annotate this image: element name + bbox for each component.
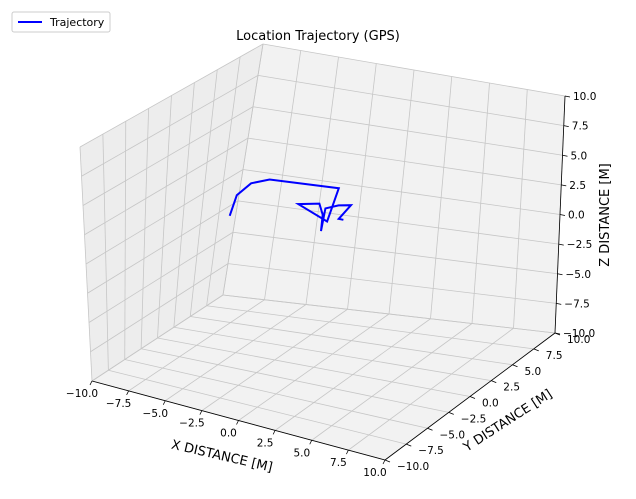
z-grid-line-left [88,231,234,323]
x-tick-mark [162,400,166,405]
y-tick-label: 0.0 [482,398,499,410]
z-grid-line-left [85,169,244,265]
z-grid-line-left [90,263,229,353]
z-grid-line-back [252,106,563,156]
y-tick-label: −5.0 [440,429,466,441]
z-grid-line-back [247,137,562,186]
z-tick-label: −7.5 [564,298,590,310]
y-tick-label: 5.0 [525,366,542,378]
legend-frame [11,11,111,33]
z-tick-label: 10.0 [573,91,596,103]
axis-lines [89,95,571,465]
y-tick-mark [384,459,391,463]
z-tick-label: −2.5 [567,239,593,251]
y-tick-mark [512,364,518,368]
x-tick-mark [309,440,313,445]
z-tick-label: −10.0 [563,328,595,340]
y-tick-mark [533,348,539,352]
z-tick-mark [563,125,569,128]
chart-title: Location Trajectory (GPS) [236,29,400,44]
z-tick-label: −5.0 [566,269,592,281]
z-tick-label: 5.0 [571,150,588,162]
z-grid-line-back [262,43,566,97]
y-tick-label: −7.5 [418,445,444,457]
z-grid-line-back [242,169,561,215]
x-tick-mark [126,390,129,396]
z-grid-line-left [79,43,264,148]
x-tick-mark [382,459,386,465]
z-grid-line-left [84,137,249,236]
z-tick-mark [559,214,566,216]
y-grid-line-floor [108,369,407,445]
z-grid-line-left [87,200,239,294]
z-tick-mark [561,184,567,187]
z-tick-mark [558,243,564,246]
z-axis-label: Z DISTANCE [M] [598,163,613,266]
x-tick-mark [346,449,349,455]
z-tick-mark [557,273,563,276]
x-tick-label: 7.5 [330,457,347,469]
z-grid-line-back [257,74,564,127]
x-tick-mark [272,430,276,435]
z-tick-label: 2.5 [569,180,586,192]
trajectory-line [228,178,354,232]
z-grid-line-left [91,294,224,382]
y-tick-label: 10.0 [567,334,590,346]
x-tick-label: −5.0 [143,408,169,420]
z-grid-line-left [82,106,254,206]
y-tick-mark [406,443,412,447]
y-tick-mark [427,427,433,431]
x-tick-label: −10.0 [66,388,98,400]
z-tick-mark [556,302,562,305]
x-tick-label: 5.0 [293,447,310,459]
y-tick-label: 7.5 [546,350,563,362]
y-tick-label: 2.5 [503,382,520,394]
y-tick-mark [448,412,454,415]
x-tick-label: 2.5 [257,437,274,449]
z-tick-mark [564,95,571,98]
back-wall-pane [223,44,565,333]
z-grid-line-back [222,294,556,334]
z-tick-mark [562,154,568,157]
x-tick-mark [236,420,239,425]
x-tick-label: 0.0 [220,428,237,440]
x-tick-label: −2.5 [179,418,205,430]
y-tick-mark [491,380,497,383]
series-group [228,178,354,232]
legend-label: Trajectory [49,16,105,29]
z-tick-label: 0.0 [568,210,585,222]
y-grid-line-floor [141,348,449,413]
x-tick-label: −7.5 [106,398,132,410]
z-tick-label: 7.5 [572,121,589,133]
z-grid-line-back [227,263,557,304]
legend: Trajectory [11,11,111,33]
y-tick-label: −10.0 [397,461,429,473]
z-grid-line-back [237,200,559,245]
tick-labels: −10.0−7.5−5.0−2.50.02.55.07.510.0 −10.0−7… [66,91,596,479]
z-tick-mark [554,332,561,335]
y-grid-line-floor [157,337,471,397]
z-grid-line-back [232,231,558,275]
y-tick-mark [469,396,476,399]
y-grid-line-floor [124,359,428,429]
x-tick-mark [89,380,93,386]
x-tick-mark [199,410,203,415]
z-grid-line-left [81,75,259,177]
y-grid-line-floor [173,326,492,382]
x-tick-label: 10.0 [363,467,386,479]
y-grid-line-floor [206,305,534,350]
y-tick-label: −2.5 [461,413,487,425]
y-grid-line-floor [190,316,513,366]
